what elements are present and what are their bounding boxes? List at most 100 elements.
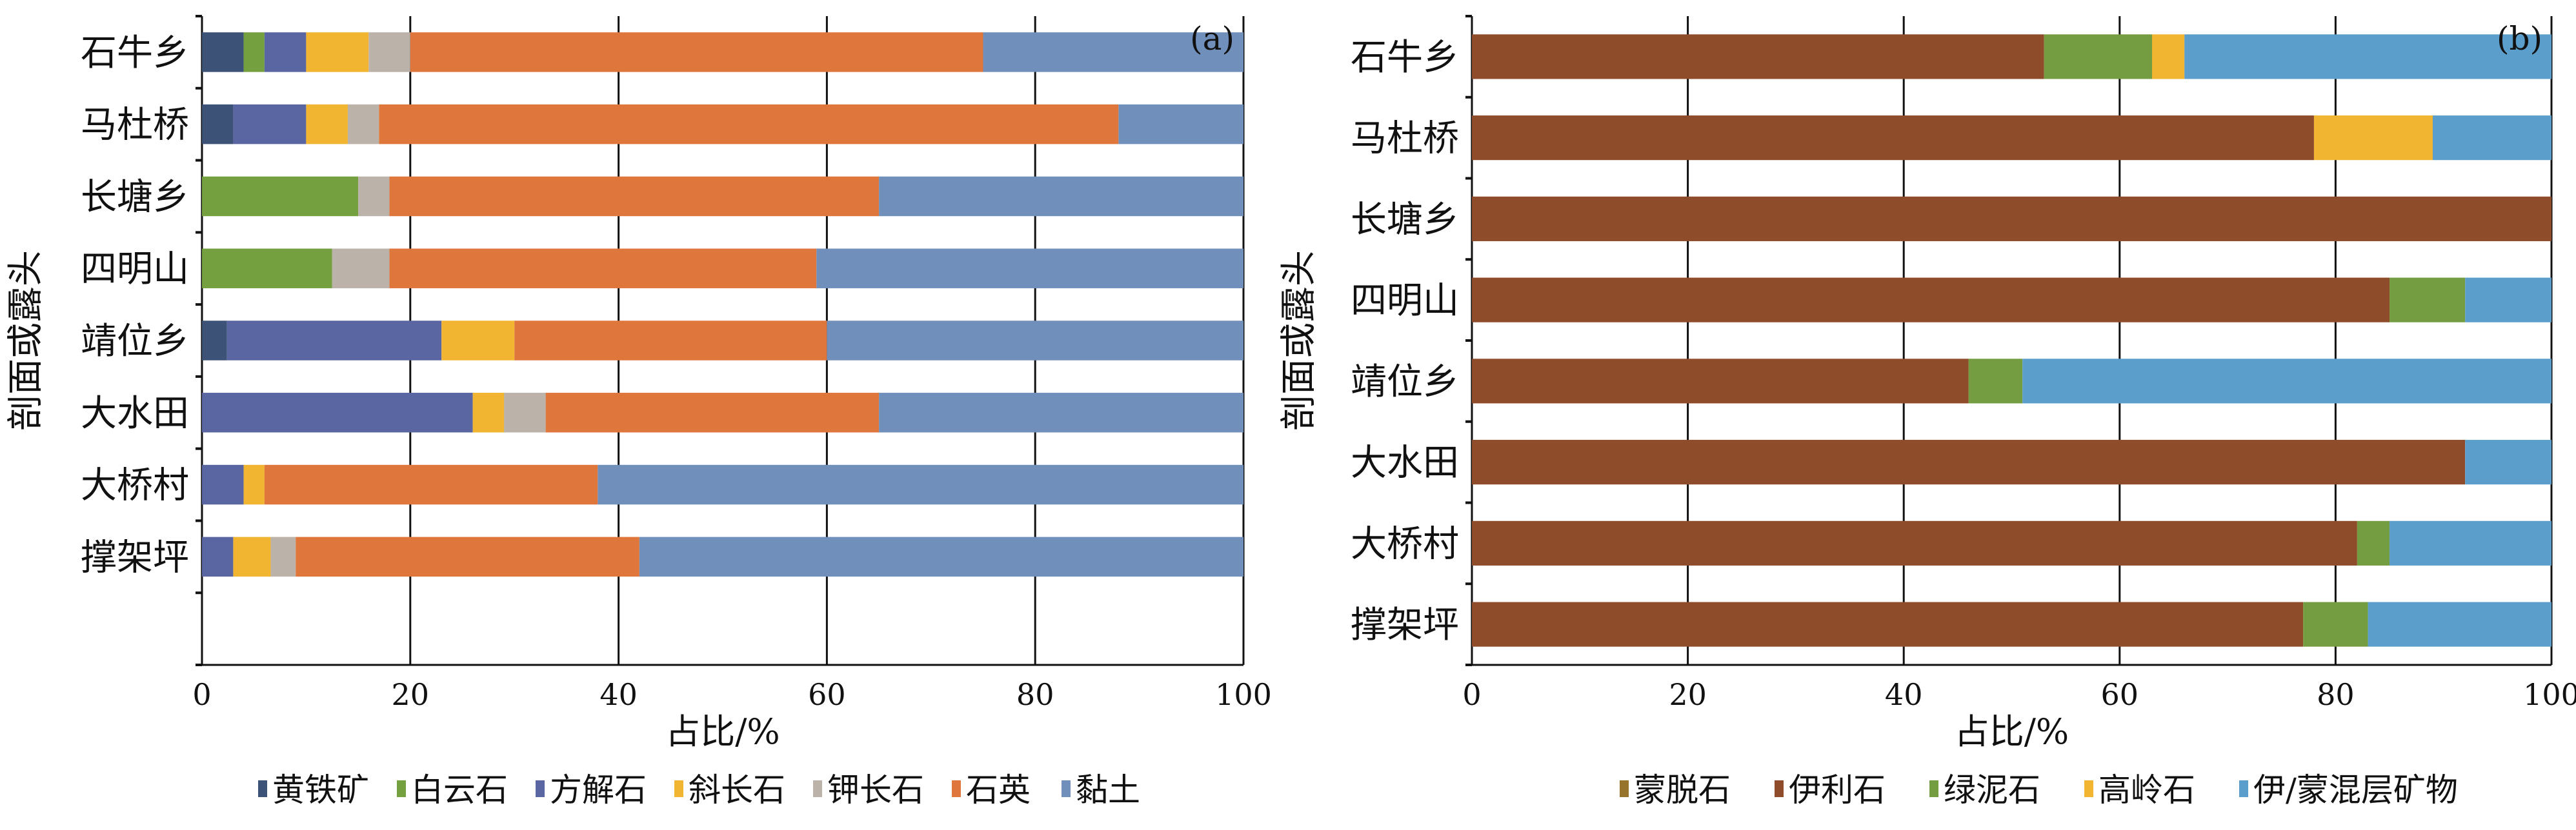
y-tick-label: 撑架坪 <box>1351 604 1459 646</box>
bar-segment-大桥村-石英 <box>264 464 598 505</box>
bar-segment-撑架坪-伊利石 <box>1472 602 2304 647</box>
y-tick-label: 大水田 <box>1351 442 1459 484</box>
legend-swatch <box>1775 780 1784 797</box>
legend-label: 绿泥石 <box>1944 771 2040 809</box>
y-tick-label: 马杜桥 <box>1351 118 1459 160</box>
x-tick-label: 20 <box>1669 677 1707 712</box>
legend-swatch <box>952 780 961 797</box>
legend-label: 黄铁矿 <box>272 771 369 809</box>
legend-swatch <box>2084 780 2093 797</box>
bar-segment-大水田-方解石 <box>202 393 473 433</box>
legend-label: 斜长石 <box>689 771 785 809</box>
y-tick-label: 靖位乡 <box>1351 361 1459 403</box>
bar-segment-靖位乡-斜长石 <box>441 321 515 361</box>
legend-swatch <box>397 780 406 797</box>
legend-swatch <box>813 780 822 797</box>
y-tick-label: 大水田 <box>81 393 189 435</box>
bar-segment-石牛乡-绿泥石 <box>2044 34 2152 79</box>
bar-segment-靖位乡-黏土 <box>827 321 1243 361</box>
x-tick-label: 60 <box>808 677 846 712</box>
bar-segment-四明山-白云石 <box>202 248 332 288</box>
bar-segment-靖位乡-伊/蒙混层矿物 <box>2022 359 2551 404</box>
bar-segment-四明山-绿泥石 <box>2390 277 2466 322</box>
bar-segment-石牛乡-方解石 <box>264 32 307 72</box>
bar-segment-马杜桥-伊利石 <box>1472 115 2314 161</box>
legend-label: 伊/蒙混层矿物 <box>2253 771 2458 809</box>
bar-segment-靖位乡-方解石 <box>226 321 442 361</box>
bar-segment-长塘乡-黏土 <box>879 176 1243 217</box>
bar-segment-四明山-伊利石 <box>1472 277 2390 322</box>
bar-segment-石牛乡-斜长石 <box>306 32 369 72</box>
legend-swatch <box>674 780 683 797</box>
legend-label: 石英 <box>966 771 1031 809</box>
legend-label: 方解石 <box>550 771 647 809</box>
legend-swatch <box>258 780 267 797</box>
legend-swatch <box>1620 780 1629 797</box>
bar-segment-撑架坪-钾长石 <box>270 537 296 577</box>
bar-segment-马杜桥-高岭石 <box>2313 115 2433 161</box>
bar-segment-撑架坪-石英 <box>296 537 639 577</box>
bar-segment-大桥村-伊利石 <box>1472 520 2357 566</box>
bar-segment-大水田-黏土 <box>879 393 1243 433</box>
bar-segment-马杜桥-斜长石 <box>306 104 348 144</box>
legend-label: 高岭石 <box>2098 771 2195 809</box>
bar-segment-长塘乡-白云石 <box>202 176 359 217</box>
legend: 黄铁矿 白云石 方解石 斜长石 钾长石 石英 黏土 <box>258 771 1140 809</box>
bar-segment-大桥村-斜长石 <box>243 464 265 505</box>
bar-segment-撑架坪-伊/蒙混层矿物 <box>2368 602 2551 647</box>
bar-segment-马杜桥-黏土 <box>1118 104 1243 144</box>
x-tick-label: 100 <box>1215 677 1272 712</box>
bar-segment-大水田-石英 <box>545 393 880 433</box>
bar-segment-四明山-石英 <box>389 248 817 288</box>
bar-segment-大水田-伊利石 <box>1472 440 2466 485</box>
bar-segment-石牛乡-钾长石 <box>368 32 410 72</box>
legend-label: 蒙脱石 <box>1634 771 1731 809</box>
x-tick-label: 0 <box>1462 677 1481 712</box>
y-axis-title: 剖面或露头 <box>5 250 47 431</box>
bar-segment-长塘乡-石英 <box>389 176 880 217</box>
panel-label: (a) <box>1190 20 1234 57</box>
legend-swatch <box>536 780 545 797</box>
x-tick-label: 60 <box>2101 677 2139 712</box>
x-tick-label: 0 <box>192 677 211 712</box>
panel-label: (b) <box>2497 20 2542 57</box>
bar-segment-石牛乡-石英 <box>410 32 983 72</box>
y-tick-label: 大桥村 <box>1351 523 1459 565</box>
x-tick-label: 40 <box>599 677 638 712</box>
bar-segment-石牛乡-伊利石 <box>1472 34 2044 79</box>
bar-segment-马杜桥-石英 <box>379 104 1119 144</box>
legend-swatch <box>2239 780 2248 797</box>
bar-segment-大桥村-绿泥石 <box>2357 520 2390 566</box>
x-tick-label: 80 <box>1016 677 1054 712</box>
legend-label: 伊利石 <box>1789 771 1886 809</box>
bar-segment-大桥村-伊/蒙混层矿物 <box>2390 520 2551 566</box>
bar-segment-马杜桥-黄铁矿 <box>202 104 234 144</box>
bar-segment-撑架坪-斜长石 <box>233 537 271 577</box>
bar-segment-撑架坪-方解石 <box>202 537 234 577</box>
bar-segment-马杜桥-方解石 <box>233 104 307 144</box>
bar-segment-长塘乡-伊利石 <box>1472 196 2551 241</box>
bar-segment-靖位乡-黄铁矿 <box>202 321 227 361</box>
y-tick-label: 四明山 <box>1351 280 1459 322</box>
legend-label: 黏土 <box>1076 771 1140 809</box>
legend-label: 钾长石 <box>827 771 924 809</box>
y-tick-label: 石牛乡 <box>81 32 189 74</box>
bar-segment-马杜桥-钾长石 <box>347 104 379 144</box>
bar-segment-石牛乡-白云石 <box>243 32 265 72</box>
bar-segment-四明山-伊/蒙混层矿物 <box>2465 277 2551 322</box>
y-tick-label: 石牛乡 <box>1351 37 1459 79</box>
x-tick-label: 40 <box>1885 677 1923 712</box>
bar-segment-撑架坪-绿泥石 <box>2303 602 2368 647</box>
bar-segment-长塘乡-钾长石 <box>358 176 390 217</box>
bar-segment-大水田-斜长石 <box>472 393 505 433</box>
bar-segment-石牛乡-黏土 <box>983 32 1243 72</box>
y-tick-label: 撑架坪 <box>81 537 189 578</box>
x-tick-label: 100 <box>2523 677 2576 712</box>
bar-segment-大水田-伊/蒙混层矿物 <box>2465 440 2551 485</box>
legend-swatch <box>1929 780 1938 797</box>
bar-segment-四明山-黏土 <box>816 248 1243 288</box>
bar-segment-大桥村-方解石 <box>202 464 244 505</box>
bar-segment-靖位乡-绿泥石 <box>1968 359 2023 404</box>
